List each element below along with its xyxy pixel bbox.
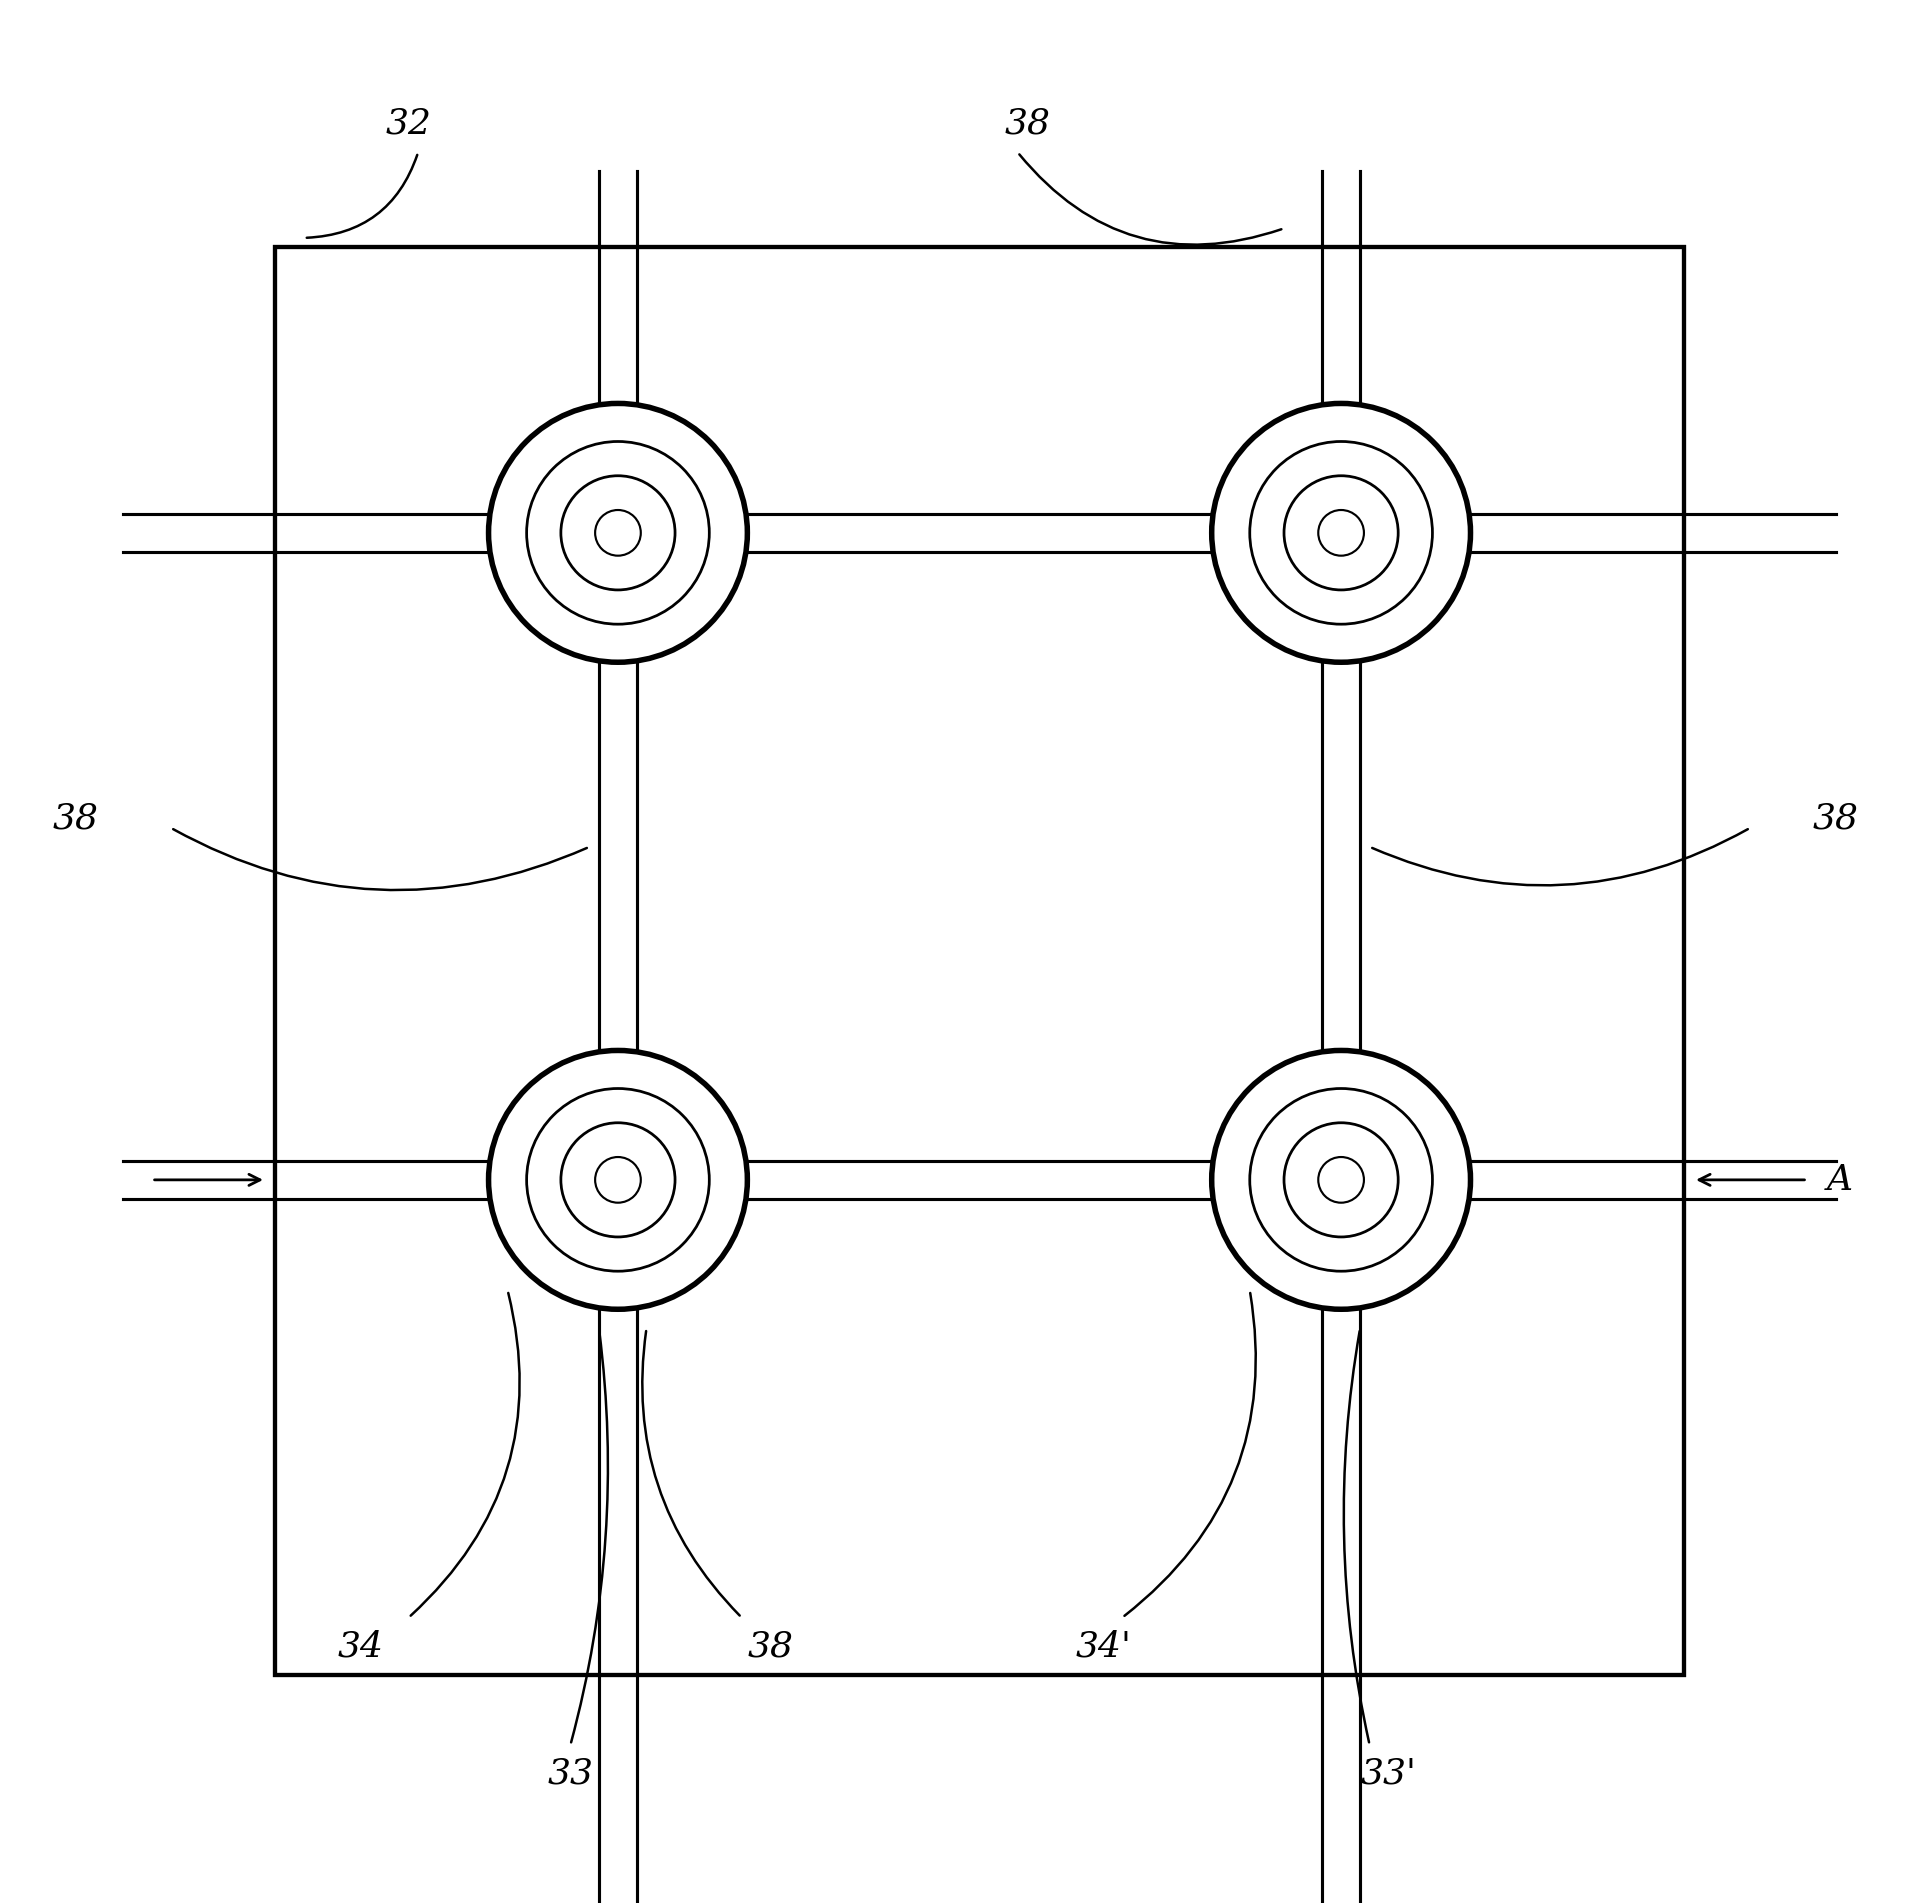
Circle shape bbox=[1212, 403, 1470, 662]
Text: 33': 33' bbox=[1360, 1756, 1416, 1791]
Circle shape bbox=[1251, 441, 1433, 624]
Circle shape bbox=[526, 441, 709, 624]
Text: 38: 38 bbox=[1005, 107, 1051, 141]
Circle shape bbox=[596, 1157, 642, 1203]
Circle shape bbox=[1283, 476, 1398, 590]
Circle shape bbox=[1283, 1123, 1398, 1237]
Text: 32: 32 bbox=[386, 107, 432, 141]
Text: 34': 34' bbox=[1076, 1629, 1131, 1663]
Text: 34: 34 bbox=[338, 1629, 384, 1663]
Circle shape bbox=[488, 403, 747, 662]
Text: 38: 38 bbox=[52, 801, 98, 835]
Circle shape bbox=[596, 510, 642, 556]
Circle shape bbox=[561, 1123, 674, 1237]
Bar bbox=[275, 247, 1683, 1675]
Text: 38: 38 bbox=[747, 1629, 793, 1663]
Circle shape bbox=[561, 476, 674, 590]
Circle shape bbox=[1251, 1089, 1433, 1271]
Bar bbox=[275, 247, 1683, 1675]
Circle shape bbox=[1318, 510, 1364, 556]
Text: 38: 38 bbox=[1813, 801, 1860, 835]
Bar bbox=[275, 247, 1683, 1675]
Circle shape bbox=[526, 1089, 709, 1271]
Circle shape bbox=[1318, 1157, 1364, 1203]
Text: A: A bbox=[1827, 1163, 1852, 1197]
Circle shape bbox=[1212, 1050, 1470, 1309]
Text: 33: 33 bbox=[547, 1756, 594, 1791]
Circle shape bbox=[488, 1050, 747, 1309]
